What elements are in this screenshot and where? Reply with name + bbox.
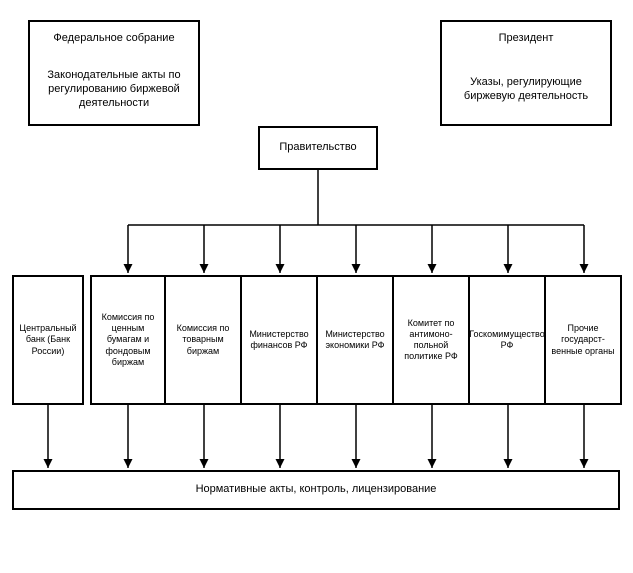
node-agency-5: Комитет по антимоно- польной политике РФ xyxy=(394,275,470,405)
node-central-bank: Центральный банк (Банк России) xyxy=(12,275,84,405)
node-agency-3: Министерство финансов РФ xyxy=(242,275,318,405)
node-agency-6: Госкомимущество РФ xyxy=(470,275,546,405)
node-president-desc: Указы, регулирующие биржевую деятельност… xyxy=(440,56,612,126)
node-bottom-bar: Нормативные акты, контроль, лицензирован… xyxy=(12,470,620,510)
node-agency-2: Комиссия по товарным биржам xyxy=(166,275,242,405)
node-agency-7: Прочие государст- венные органы xyxy=(546,275,622,405)
node-president-title: Президент xyxy=(440,20,612,58)
node-government: Правительство xyxy=(258,126,378,170)
node-federal-assembly-title: Федеральное собрание xyxy=(28,20,200,58)
diagram-canvas: Федеральное собрание Законодательные акт… xyxy=(0,0,633,573)
node-agency-1: Комиссия по ценным бумагам и фондовым би… xyxy=(90,275,166,405)
node-agency-4: Министерство экономики РФ xyxy=(318,275,394,405)
node-federal-assembly-desc: Законодательные акты по регулированию би… xyxy=(28,56,200,126)
